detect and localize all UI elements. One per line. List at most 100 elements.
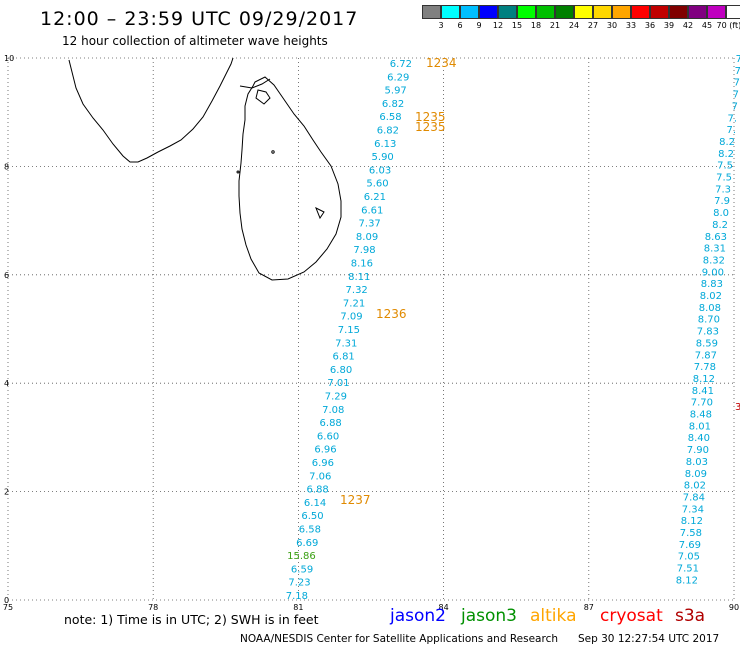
swh-value: 7 xyxy=(735,66,740,77)
swh-value: 9.00 xyxy=(702,267,724,278)
color-swatch xyxy=(479,5,498,19)
swh-value: 5.97 xyxy=(385,86,407,97)
swh-value: 8.2 xyxy=(712,220,728,231)
swh-value: 7.5 xyxy=(716,173,732,184)
wave-height-map: 75 78 81 84 87 90 0 2 4 6 8 10 6.72 6.29 5.97 6.82 6.58… xyxy=(3,54,740,610)
swh-value: 7.18 xyxy=(286,591,308,602)
color-swatch xyxy=(498,5,517,19)
swh-value: 7 xyxy=(736,54,740,65)
swh-value: 6.13 xyxy=(374,139,396,150)
east-inlet xyxy=(315,206,325,220)
pass-time-label: 1235 xyxy=(415,120,446,134)
x-tick-label: 84 xyxy=(439,603,449,610)
edge-mark: 3 xyxy=(735,402,740,413)
swh-value: 6.82 xyxy=(382,99,404,110)
swh-value: 7.31 xyxy=(335,338,357,349)
swh-value: 8.12 xyxy=(676,575,698,586)
swh-value: 6.60 xyxy=(317,431,339,442)
color-scale-label: 15 xyxy=(511,21,523,30)
altika-track-west: 6.72 6.29 5.97 6.82 6.58 6.82 6.13 5.90 6.03 5.60… xyxy=(286,59,412,602)
color-scale-label: 27 xyxy=(587,21,599,30)
y-tick-label: 8 xyxy=(4,162,9,171)
color-swatch xyxy=(517,5,536,19)
island-dot xyxy=(271,150,275,154)
swh-value: 6.03 xyxy=(369,165,391,176)
swh-value: 7.37 xyxy=(359,219,381,230)
swh-value: 8.83 xyxy=(701,279,723,290)
color-scale-label: 45 xyxy=(701,21,713,30)
color-swatch xyxy=(536,5,555,19)
color-scale-label: 6 xyxy=(457,21,463,30)
generated-timestamp: Sep 30 12:27:54 UTC 2017 xyxy=(578,633,720,645)
x-tick-label: 78 xyxy=(148,603,158,610)
swh-value: 7.51 xyxy=(677,564,699,575)
color-swatch xyxy=(574,5,593,19)
color-scale-label: 70 (ft) xyxy=(716,21,740,30)
swh-value: 8.11 xyxy=(348,272,370,283)
swh-value: 7 xyxy=(734,78,740,89)
y-tick-label: 4 xyxy=(4,379,9,388)
swh-value: 7.58 xyxy=(680,528,702,539)
swh-value: 7.15 xyxy=(338,325,360,336)
altika-track-east: 777777.7.8.28.27.57.57.37.98.08.28.638.3… xyxy=(676,54,740,586)
credit-text: NOAA/NESDIS Center for Satellite Applica… xyxy=(240,633,558,645)
swh-value: 7 xyxy=(732,101,738,112)
color-swatch xyxy=(555,5,574,19)
color-swatch xyxy=(631,5,650,19)
pass-time-label: 1234 xyxy=(426,56,457,70)
swh-value: 8.59 xyxy=(696,338,718,349)
swh-value: 5.60 xyxy=(366,179,388,190)
x-tick-label: 87 xyxy=(584,603,594,610)
jaffna-lagoon xyxy=(255,89,271,105)
swh-value: 7.9 xyxy=(714,196,730,207)
x-tick-label: 90 xyxy=(729,603,739,610)
legend-altika: altika xyxy=(530,606,577,626)
swh-value: 6.96 xyxy=(312,458,334,469)
map-grid xyxy=(7,57,735,601)
swh-value: 8.32 xyxy=(703,255,725,266)
color-swatch xyxy=(707,5,726,19)
color-swatch xyxy=(593,5,612,19)
axis-ticks: 75 78 81 84 87 90 0 2 4 6 8 10 xyxy=(3,54,739,610)
swh-value: 7.84 xyxy=(683,492,705,503)
color-swatch xyxy=(441,5,460,19)
swh-value: 7.69 xyxy=(679,540,701,551)
swh-value: 7 xyxy=(733,90,739,101)
swh-value: 6.58 xyxy=(379,112,401,123)
x-tick-label: 81 xyxy=(293,603,303,610)
sri-lanka-coastline xyxy=(68,57,342,281)
swh-value: 7.87 xyxy=(695,350,717,361)
swh-value: 8.12 xyxy=(693,374,715,385)
color-scale-label: 33 xyxy=(625,21,637,30)
color-scale-label: 42 xyxy=(682,21,694,30)
pass-time-label: 1236 xyxy=(376,307,407,321)
units-note: note: 1) Time is in UTC; 2) SWH is in fe… xyxy=(64,612,319,627)
swh-value: 7.90 xyxy=(687,445,709,456)
map-title: 12:00 – 23:59 UTC 09/29/2017 xyxy=(40,8,359,30)
swh-value: 6.58 xyxy=(299,525,321,536)
swh-value: 6.21 xyxy=(364,192,386,203)
india-coast xyxy=(68,57,234,163)
color-scale-label: 30 xyxy=(606,21,618,30)
swh-value: 6.29 xyxy=(387,72,409,83)
swh-value: 7.06 xyxy=(309,471,331,482)
swh-value: 8.09 xyxy=(685,469,707,480)
color-swatch xyxy=(669,5,688,19)
swh-value: 7.08 xyxy=(322,405,344,416)
swh-value: 8.01 xyxy=(689,421,711,432)
swh-value: 8.02 xyxy=(684,481,706,492)
y-tick-label: 0 xyxy=(4,596,9,605)
swh-value: 8.63 xyxy=(705,232,727,243)
color-scale-label: 12 xyxy=(492,21,504,30)
swh-value: 7.21 xyxy=(343,298,365,309)
swh-value: 7.01 xyxy=(327,378,349,389)
legend-jason3: jason3 xyxy=(461,606,517,626)
swh-value: 7. xyxy=(727,113,737,124)
swh-value: 7.05 xyxy=(678,552,700,563)
swh-value: 8.16 xyxy=(351,259,373,270)
color-scale-label: 24 xyxy=(568,21,580,30)
swh-value: 7.83 xyxy=(697,327,719,338)
swh-value: 8.70 xyxy=(698,315,720,326)
color-swatch xyxy=(422,5,441,19)
color-swatch xyxy=(726,5,740,19)
